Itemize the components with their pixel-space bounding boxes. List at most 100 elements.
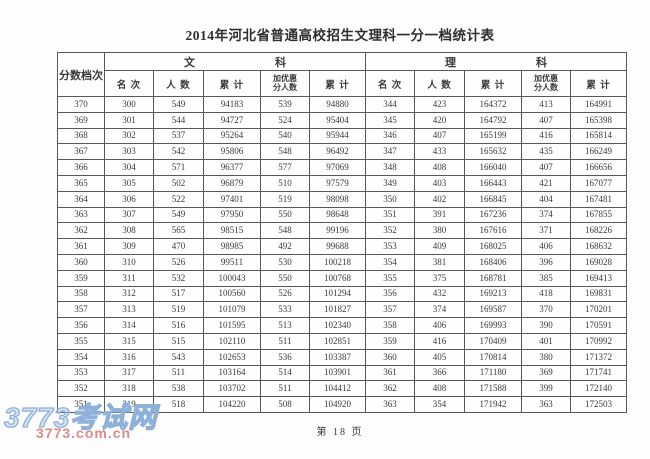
table-cell: 98985: [203, 238, 261, 255]
table-cell: 360: [57, 253, 105, 271]
table-cell: 95806: [203, 143, 261, 161]
table-cell: 95944: [308, 127, 367, 145]
table-cell: 98098: [308, 190, 367, 208]
table-cell: 165398: [570, 111, 628, 129]
group-char-right: 科: [275, 56, 287, 69]
table-row: 364 306 522 97401 519 98098 350 402 166845 404 167…: [57, 190, 628, 208]
header-count-label: 人 数: [427, 80, 452, 91]
header-bonus-count-label: 加优惠 分人数: [534, 73, 559, 93]
table-cell: 165199: [464, 127, 523, 145]
table-cell: 171180: [464, 364, 523, 382]
table-cell: 353: [57, 364, 105, 382]
group-char-right: 科: [536, 56, 548, 69]
table-cell: 408: [414, 159, 466, 176]
table-cell: 164991: [570, 96, 628, 113]
table-cell: 97579: [308, 174, 367, 192]
header-count-science: 人 数: [414, 70, 466, 97]
table-cell: 100043: [203, 269, 261, 287]
table-cell: 94183: [203, 96, 261, 113]
table-cell: 168781: [464, 269, 523, 287]
table-cell: 103901: [308, 364, 367, 382]
table-cell: 369: [57, 111, 105, 129]
table-cell: 538: [153, 380, 204, 398]
table-cell: 408: [414, 380, 466, 398]
table-row: 367 303 542 95806 548 96492 347 433 165632 435 166…: [57, 143, 628, 161]
table-cell: 104412: [308, 380, 367, 398]
table-cell: 319: [104, 396, 154, 413]
table-cell: 524: [260, 111, 310, 129]
table-cell: 361: [365, 364, 416, 382]
table-cell: 355: [365, 269, 416, 287]
table-cell: 370: [521, 301, 572, 319]
table-cell: 98648: [308, 206, 367, 224]
table-cell: 172503: [570, 396, 628, 413]
table-cell: 365: [57, 174, 105, 192]
table-cell: 407: [521, 111, 572, 129]
table-cell: 510: [260, 174, 310, 192]
table-cell: 511: [260, 332, 310, 350]
table-row: 360 310 526 99511 530 100218 354 381 168406 396 16…: [57, 253, 628, 271]
table-cell: 492: [260, 238, 310, 255]
header-count-liberal-arts: 人 数: [153, 70, 204, 97]
table-cell: 167077: [570, 174, 628, 192]
table-cell: 168025: [464, 238, 523, 255]
table-cell: 104920: [308, 396, 367, 413]
table-row: 365 305 502 96879 510 97579 349 403 166443 421 167…: [57, 174, 628, 192]
table-cell: 166249: [570, 143, 628, 161]
table-cell: 102340: [308, 317, 367, 334]
table-cell: 407: [521, 159, 572, 176]
table-cell: 548: [260, 222, 310, 240]
table-cell: 421: [521, 174, 572, 192]
table-cell: 508: [260, 396, 310, 413]
table-cell: 355: [57, 332, 105, 350]
header-cumulative-label: 累 计: [480, 80, 506, 91]
table-cell: 168226: [570, 222, 628, 240]
table-cell: 99511: [203, 253, 261, 271]
table-cell: 396: [521, 253, 572, 271]
table-cell: 366: [57, 159, 105, 176]
table-cell: 169213: [464, 285, 523, 303]
table-cell: 307: [104, 206, 154, 224]
table-cell: 167855: [570, 206, 628, 224]
table-cell: 406: [414, 317, 466, 334]
table-cell: 371: [521, 222, 572, 240]
table-cell: 364: [57, 190, 105, 208]
table-row: 351 319 518 104220 508 104920 363 354 171942 363 1…: [57, 396, 628, 413]
table-cell: 354: [365, 253, 416, 271]
table-cell: 380: [414, 222, 466, 240]
table-cell: 549: [153, 206, 204, 224]
table-row: 369 301 544 94727 524 95404 345 420 164792 407 165…: [57, 111, 628, 129]
table-cell: 168632: [570, 238, 628, 255]
table-cell: 358: [365, 317, 416, 334]
table-cell: 370: [57, 96, 105, 113]
header-rank-liberal-arts: 名 次: [104, 70, 154, 97]
table-cell: 171942: [464, 396, 523, 413]
group-char-left: 文: [184, 56, 196, 69]
table-cell: 522: [153, 190, 204, 208]
table-cell: 312: [104, 285, 154, 303]
table-cell: 302: [104, 127, 154, 145]
table-row: 358 312 517 100560 526 101294 356 432 169213 418 1…: [57, 285, 628, 303]
table-cell: 345: [365, 111, 416, 129]
group-char-left: 理: [445, 56, 457, 69]
table-cell: 170591: [570, 317, 628, 334]
table-cell: 164792: [464, 111, 523, 129]
table-cell: 165814: [570, 127, 628, 145]
header-cumulative-liberal-arts: 累 计: [203, 70, 261, 97]
header-bonus-count-science: 加优惠 分人数: [521, 70, 572, 97]
table-cell: 540: [260, 127, 310, 145]
table-cell: 172140: [570, 380, 628, 398]
table-cell: 519: [153, 301, 204, 319]
table-cell: 96492: [308, 143, 367, 161]
table-cell: 309: [104, 238, 154, 255]
table-row: 368 302 537 95264 540 95944 346 407 165199 416 165…: [57, 127, 628, 145]
table-cell: 511: [153, 364, 204, 382]
table-cell: 101595: [203, 317, 261, 334]
table-cell: 404: [521, 190, 572, 208]
header-group-science: 理 科: [365, 52, 628, 71]
table-cell: 103164: [203, 364, 261, 382]
table-cell: 351: [57, 396, 105, 413]
table-cell: 101079: [203, 301, 261, 319]
table-cell: 399: [521, 380, 572, 398]
table-cell: 97950: [203, 206, 261, 224]
